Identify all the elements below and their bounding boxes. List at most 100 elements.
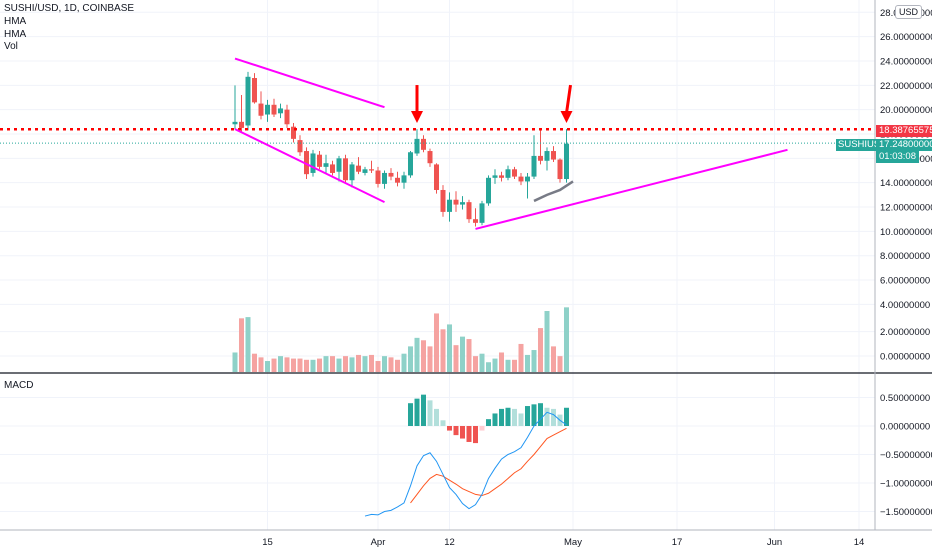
volume-legend: Vol (4, 41, 18, 52)
volume-bar (304, 359, 309, 372)
trend-line (234, 57, 385, 109)
candle-body (408, 152, 413, 176)
grid (0, 0, 875, 530)
candle-body (258, 103, 264, 116)
volume-bar (447, 324, 452, 372)
volume-bar (479, 353, 485, 372)
macd-histogram-bar (479, 426, 485, 431)
y-tick-label: 20.00000000 (880, 105, 932, 116)
macd-histogram-bar (518, 413, 524, 426)
bar-countdown: 01:03:08 (876, 151, 919, 163)
candle-body (564, 143, 569, 180)
symbol-title: SUSHI/USD, 1D, COINBASE (4, 3, 135, 14)
annotation-arrow (560, 84, 573, 124)
x-tick-label: 14 (854, 537, 865, 548)
candle-body (252, 78, 257, 103)
x-tick-label: 15 (262, 537, 273, 548)
x-tick-label: Jun (767, 537, 782, 548)
candle-body (382, 172, 387, 184)
volume-bar (414, 337, 420, 372)
macd-histogram-bar (408, 403, 413, 426)
volume-bar (245, 317, 251, 372)
candle-body (291, 126, 296, 139)
candle-body (395, 177, 400, 183)
annotation-arrow (411, 85, 423, 124)
macd-histogram-bar (512, 408, 517, 426)
trend-line (475, 148, 788, 230)
candle-body (330, 164, 335, 173)
volume-bar (460, 336, 465, 372)
volume-bar (252, 353, 257, 372)
macd-histogram-bar (486, 419, 491, 426)
volume-bar (401, 353, 407, 372)
candle-body (271, 104, 277, 115)
candle-body (401, 175, 407, 183)
volume-bar (330, 356, 335, 372)
volume-bar (232, 352, 238, 372)
candle-body (440, 189, 446, 212)
macd-histogram-bar (447, 426, 452, 431)
hma-legend-1: HMA (4, 16, 27, 27)
candle-body (362, 169, 368, 173)
candle-body (447, 199, 452, 212)
macd-histogram-bar (499, 408, 504, 426)
candle-body (421, 138, 426, 150)
candle-body (434, 164, 439, 190)
candle-body (460, 202, 465, 205)
macd-y-tick-label: −1.00000000 (880, 479, 932, 490)
volume-bar (453, 345, 459, 372)
trend-line (234, 128, 385, 204)
candle-body (369, 169, 374, 171)
currency-badge[interactable]: USD (895, 5, 923, 19)
arrow-shaft (565, 84, 572, 114)
candle-body (557, 159, 563, 180)
volume-bar (239, 318, 244, 372)
macd-histogram-bar (466, 426, 472, 442)
macd-histogram-bar (551, 408, 556, 426)
volume-bar (395, 359, 400, 372)
volume-bar (557, 356, 563, 372)
macd-histogram-bar (460, 426, 465, 439)
volume-bar (310, 359, 316, 372)
macd-signal-line (410, 427, 567, 504)
macd-histogram-bar (505, 407, 511, 426)
candle-body (343, 158, 348, 181)
candle-body (518, 176, 524, 182)
candle-body (544, 151, 550, 161)
macd-histogram-bar (473, 426, 478, 444)
volume-bar (408, 346, 413, 372)
volume-bar (499, 352, 504, 372)
volume-bar (538, 328, 543, 372)
hma-line (533, 180, 574, 203)
candle-body (512, 169, 517, 177)
macd-y-tick-label: −0.50000000 (880, 450, 932, 461)
y-tick-label: 10.00000000 (880, 227, 932, 238)
candle-body (239, 121, 244, 128)
candle-body (538, 155, 543, 161)
candle-body (499, 175, 504, 178)
macd-line (364, 411, 567, 517)
macd-y-tick-label: 0.50000000 (880, 393, 930, 404)
candle-body (245, 76, 251, 126)
volume-bar (271, 358, 277, 372)
macd-histogram-bar (414, 398, 420, 426)
volume-bar (531, 350, 537, 372)
candle-body (304, 151, 309, 175)
macd-histogram-bar (440, 420, 446, 426)
macd-y-tick-label: 0.00000000 (880, 422, 930, 433)
macd-histogram-bar (538, 403, 543, 426)
candle-body (278, 108, 283, 114)
candle-body (356, 165, 361, 172)
volume-bar (473, 356, 478, 372)
volume-bar (349, 357, 355, 372)
candlesticks (232, 71, 569, 227)
candle-body (284, 109, 290, 125)
volume-bar (564, 307, 569, 372)
x-tick-label: May (564, 537, 582, 548)
volume-bar (323, 356, 329, 372)
volume-bar (343, 356, 348, 372)
candle-body (297, 140, 303, 153)
candle-body (310, 153, 316, 173)
